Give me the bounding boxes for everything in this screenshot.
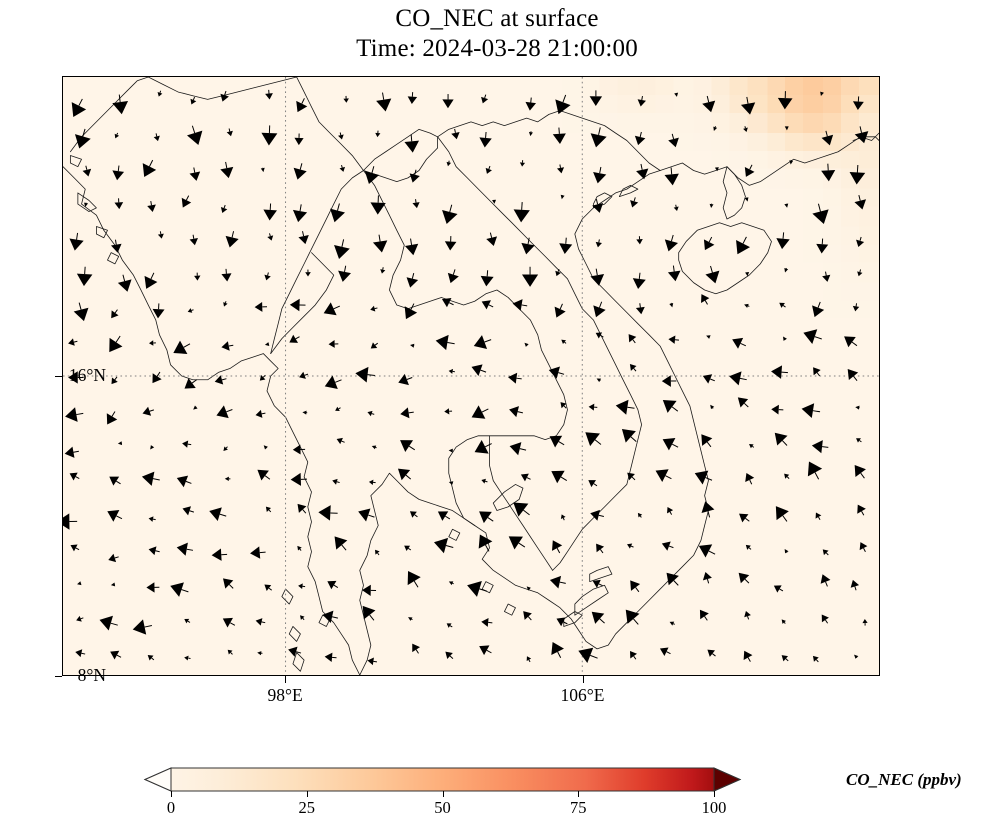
colorbar-tick-label: 50 bbox=[434, 798, 451, 817]
wind-vector-overlay bbox=[63, 89, 869, 666]
x-axis-tick-label: 98°E bbox=[267, 685, 303, 705]
colorbar-tick-label: 75 bbox=[570, 798, 587, 817]
x-axis-tick-mark bbox=[582, 676, 584, 683]
y-axis-tick-mark bbox=[55, 676, 62, 678]
colorbar-tick-mark bbox=[442, 791, 444, 797]
colorbar-tick-mark bbox=[171, 791, 173, 797]
colorbar-extend-min bbox=[143, 767, 172, 792]
y-axis-tick-label: 16°N bbox=[68, 365, 106, 385]
colorbar-label: CO_NEC (ppbv) bbox=[846, 770, 962, 789]
colorbar-tick-mark bbox=[714, 791, 716, 797]
figure-subtitle-time: Time: 2024-03-28 21:00:00 bbox=[356, 35, 638, 62]
figure-title-block: CO_NEC at surface Time: 2024-03-28 21:00… bbox=[0, 4, 994, 64]
x-axis-tick-label: 106°E bbox=[560, 685, 605, 705]
colorbar-tick-label: 25 bbox=[298, 798, 316, 817]
x-axis-tick-mark bbox=[285, 676, 287, 683]
colorbar-tick-label: 100 bbox=[701, 798, 727, 817]
colorbar-tick-label: 0 bbox=[166, 798, 176, 817]
y-axis-tick-mark bbox=[55, 376, 62, 378]
colorbar-tick-mark bbox=[306, 791, 308, 797]
y-axis-tick-label: 8°N bbox=[77, 665, 106, 685]
colorbar[interactable]: 0 25 50 75 100 CO_NEC (ppbv) bbox=[0, 762, 994, 836]
figure-title: CO_NEC at surface bbox=[395, 5, 599, 32]
colorbar-gradient bbox=[143, 767, 742, 792]
colorbar-extend-max bbox=[713, 767, 742, 792]
colorbar-body bbox=[143, 767, 742, 792]
map-axes[interactable] bbox=[62, 76, 880, 676]
graticule-and-coastlines bbox=[63, 77, 879, 675]
colorbar-tick-mark bbox=[578, 791, 580, 797]
